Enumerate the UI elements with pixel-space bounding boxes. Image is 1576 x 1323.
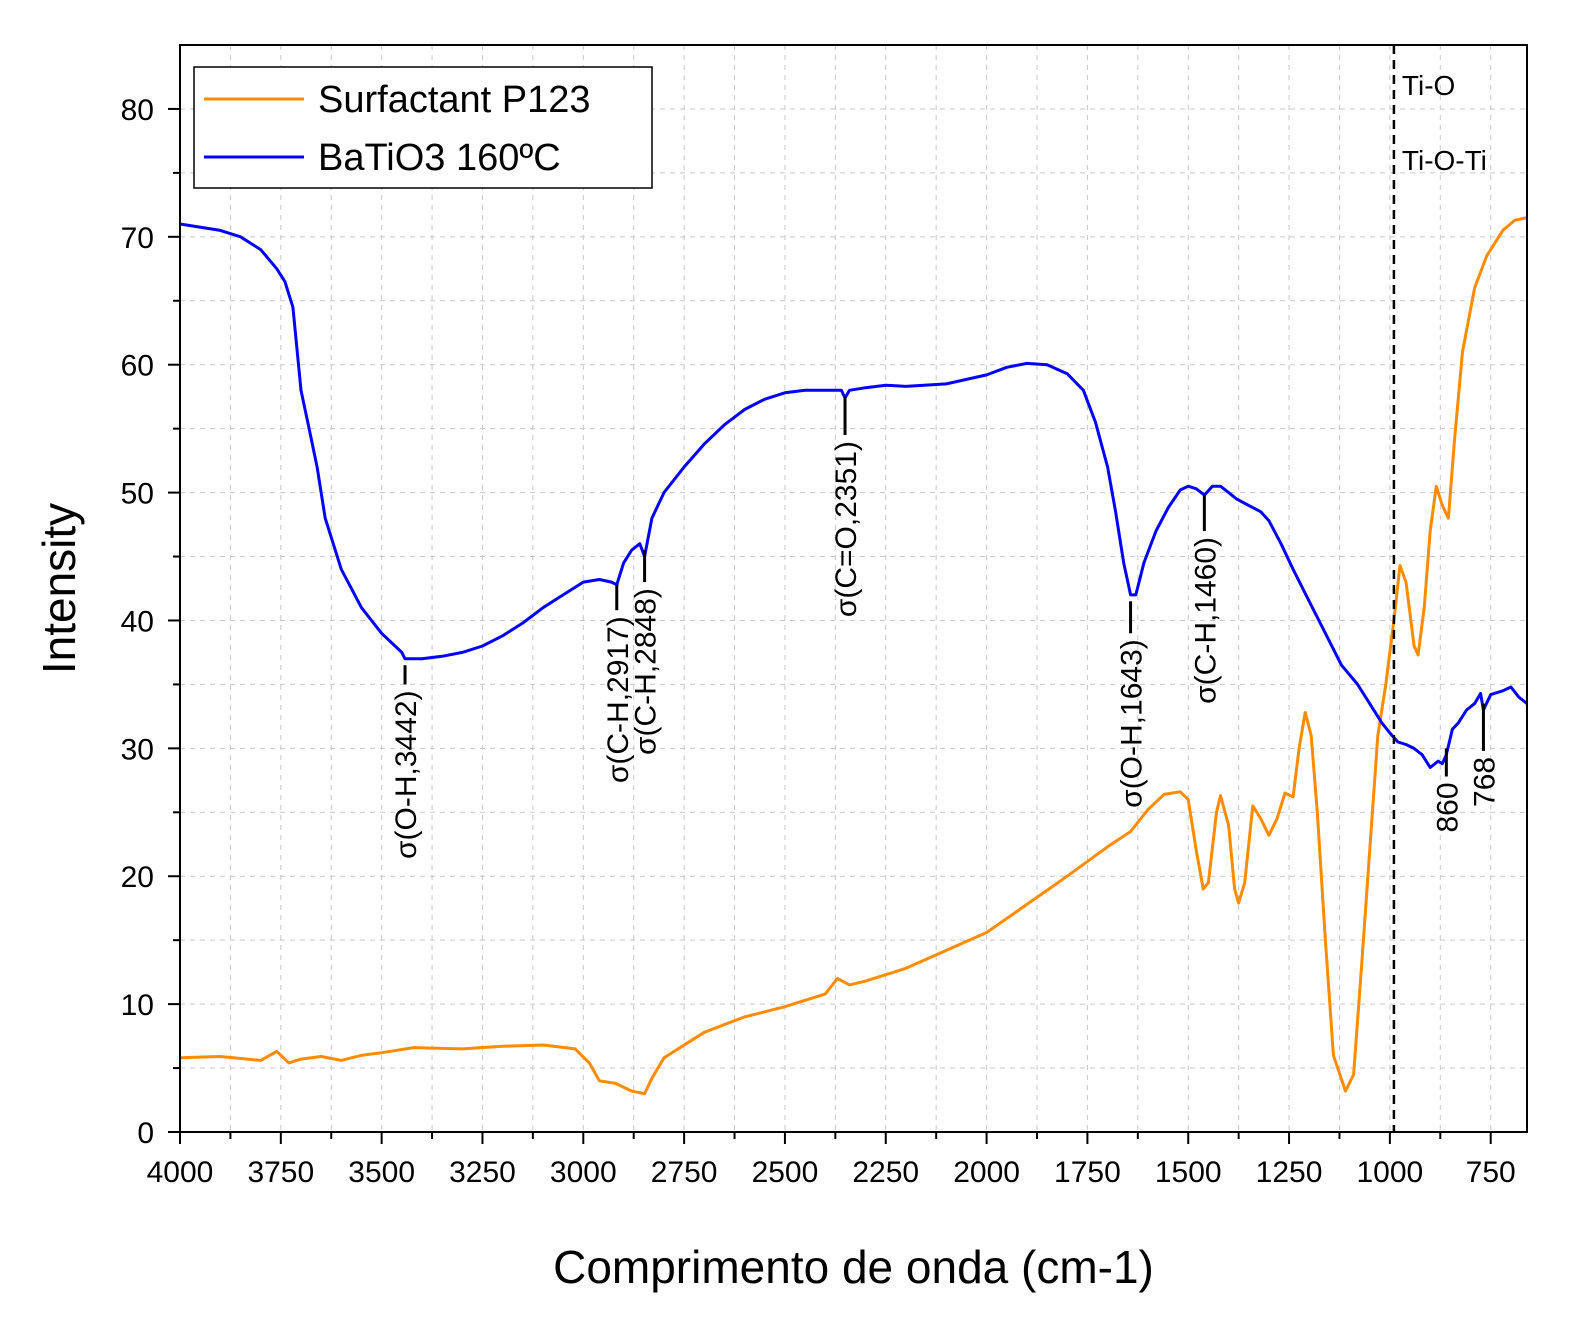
- annotations: Ti-O Ti-O-Ti σ(O-H,3442) σ(C-H,2917)σ(C-H,2…: [390, 45, 1501, 1132]
- plot-frame: [179, 44, 1528, 1133]
- y-tick-label: 60: [121, 350, 154, 383]
- x-tick-label: 3000: [550, 1156, 617, 1189]
- x-tick-label: 1000: [1357, 1156, 1424, 1189]
- y-axis-label: Intensity: [33, 503, 85, 674]
- y-tick-label: 50: [121, 478, 154, 511]
- annotation-label: σ(C-H,2917): [602, 616, 635, 783]
- series-lines: [179, 216, 1528, 1096]
- annotation-label: 768: [1468, 757, 1501, 807]
- y-tick-label: 40: [121, 605, 154, 638]
- y-tick-label: 20: [121, 861, 154, 894]
- x-tick-label: 1250: [1256, 1156, 1323, 1189]
- annotation-label: σ(C-H,2848): [630, 588, 663, 755]
- grid-lines: [180, 45, 1527, 1132]
- x-tick-label: 1750: [1054, 1156, 1121, 1189]
- x-tick-label: 2500: [752, 1156, 819, 1189]
- y-tick-label: 30: [121, 733, 154, 766]
- annotation-label: σ(O-H,1643): [1116, 639, 1149, 808]
- reference-label: Ti-O: [1402, 70, 1455, 101]
- y-tick-label: 0: [137, 1117, 154, 1150]
- y-tick-label: 80: [121, 94, 154, 127]
- series-line-0: [179, 216, 1528, 1096]
- legend-label: Surfactant P123: [318, 79, 591, 121]
- reference-label: Ti-O-Ti: [1402, 145, 1487, 176]
- series-line-1: [179, 222, 1528, 769]
- x-tick-label: 2250: [852, 1156, 919, 1189]
- x-axis-label: Comprimento de onda (cm-1): [553, 1241, 1154, 1293]
- x-tick-label: 2000: [953, 1156, 1020, 1189]
- x-tick-label: 2750: [651, 1156, 718, 1189]
- annotation-label: σ(O-H,3442): [390, 690, 423, 859]
- annotation-label: 860: [1431, 782, 1464, 832]
- legend-label: BaTiO3 160ºC: [318, 137, 561, 179]
- y-tick-label: 10: [121, 989, 154, 1022]
- legend: Surfactant P123 BaTiO3 160ºC: [193, 66, 653, 189]
- x-tick-label: 3250: [449, 1156, 516, 1189]
- x-tick-label: 750: [1466, 1156, 1516, 1189]
- x-tick-label: 4000: [147, 1156, 214, 1189]
- legend-box: [193, 66, 653, 189]
- y-tick-label: 70: [121, 222, 154, 255]
- annotation-label: σ(C-H,1460): [1189, 537, 1222, 704]
- x-axis: 4000 3750 3500 3250 3000 2750 2500 2250 2000 1750…: [147, 1132, 1516, 1189]
- annotation-label: σ(C=O,2351): [830, 441, 863, 617]
- x-tick-label: 3500: [348, 1156, 415, 1189]
- x-tick-label: 3750: [247, 1156, 314, 1189]
- x-tick-label: 1500: [1155, 1156, 1222, 1189]
- y-axis: 0 10 20 30 40 50 60 70 80: [121, 94, 180, 1150]
